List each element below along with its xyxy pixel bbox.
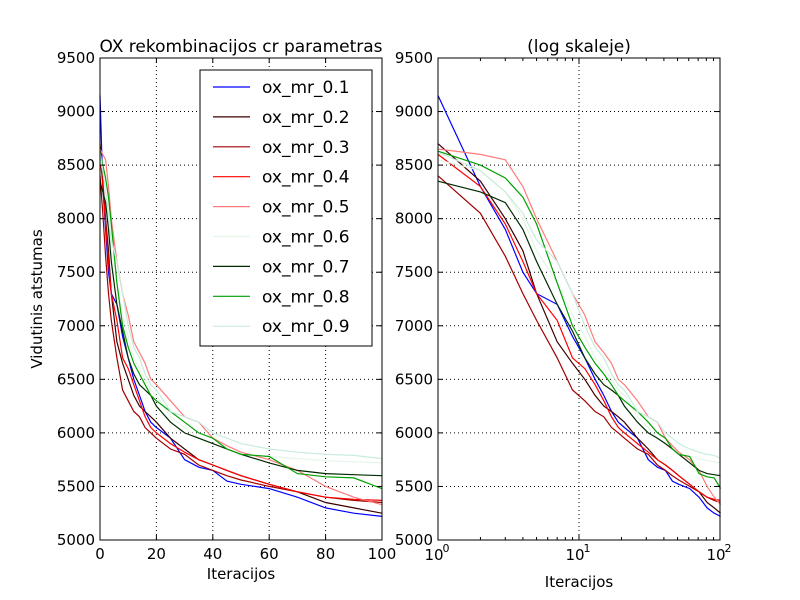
series-line-ox_mr_0.4 [99,154,383,501]
y-tick-label: 9500 [395,49,433,67]
legend-label: ox_mr_0.1 [262,78,350,98]
legend-frame [199,69,373,347]
y-tick-label: 7000 [57,317,95,335]
legend: ox_mr_0.1 ox_mr_0.2 ox_mr_0.3 ox_mr_0.4 ox_m… [199,69,373,347]
x-tick-label: 10 [565,546,584,564]
axes-linear: 5000 5500 6000 6500 7000 7500 8000 8500 9000 9500… [28,37,396,583]
x-tick-label: 10 [424,546,443,564]
series-line-ox_mr_0.9 [99,152,383,460]
y-tick-label: 6000 [57,424,95,442]
axes-linear-series [99,95,383,517]
x-tick-label: 80 [316,545,335,563]
y-tick-label: 9500 [57,49,95,67]
y-tick-label: 5500 [395,477,433,495]
y-tick-label: 5000 [395,531,433,549]
y-tick-label: 7500 [395,263,433,281]
x-tick-label: 40 [203,545,222,563]
axes-linear-title: OX rekombinacijos cr parametras [99,37,382,57]
y-tick-label: 5500 [57,477,95,495]
series-line-ox_mr_0.8 [99,151,383,490]
axes-log: 5000 5500 6000 6500 7000 7500 8000 8500 9000 9500… [395,37,732,591]
legend-label: ox_mr_0.8 [262,287,350,307]
series-line-ox_mr_0.3 [99,175,383,504]
x-tick-exponent: 2 [725,542,732,555]
series-line-ox_mr_0.5 [99,148,383,506]
y-tick-label: 5000 [57,531,95,549]
series-line-log-ox_mr_0.5 [437,148,722,506]
x-tick-label: 20 [147,545,166,563]
series-line-log-ox_mr_0.1 [437,95,721,517]
series-line-ox_mr_0.7 [99,181,383,477]
y-tick-label: 7500 [57,263,95,281]
y-tick-label: 9000 [395,103,433,121]
axes-linear-frame [99,57,383,541]
legend-label: ox_mr_0.3 [262,138,350,158]
x-tick-exponent: 1 [584,542,591,555]
x-tick-exponent: 0 [443,542,450,555]
y-tick-label: 8000 [57,210,95,228]
legend-label: ox_mr_0.7 [262,257,350,277]
axes-linear-ylabel: Vidutinis atstumas [28,229,46,369]
x-tick-label: 100 [368,545,397,563]
y-tick-label: 9000 [57,103,95,121]
legend-label: ox_mr_0.2 [262,108,350,128]
axes-linear-xlabel: Iteracijos [207,565,276,583]
axes-log-xlabel: Iteracijos [545,573,614,591]
y-tick-label: 8500 [395,156,433,174]
legend-label: ox_mr_0.6 [262,228,350,248]
series-line-log-ox_mr_0.9 [437,151,721,460]
legend-label: ox_mr_0.9 [262,317,350,337]
legend-label: ox_mr_0.4 [262,168,350,188]
y-tick-label: 7000 [395,317,433,335]
series-line-log-ox_mr_0.7 [437,180,721,477]
series-line-log-ox_mr_0.6 [437,159,721,464]
series-line-log-ox_mr_0.3 [437,175,721,504]
x-tick-label: 10 [706,546,725,564]
x-tick-label: 0 [95,545,105,563]
series-line-log-ox_mr_0.4 [437,153,721,501]
y-tick-label: 6500 [395,370,433,388]
legend-items: ox_mr_0.1 ox_mr_0.2 ox_mr_0.3 ox_mr_0.4 ox_m… [213,78,350,337]
axes-log-ticks: 5000 5500 6000 6500 7000 7500 8000 8500 9000 9500… [395,49,732,564]
legend-label: ox_mr_0.5 [262,198,350,218]
y-tick-label: 8000 [395,210,433,228]
y-tick-label: 6500 [57,370,95,388]
axes-linear-ticks: 5000 5500 6000 6500 7000 7500 8000 8500 9000 9500… [57,49,397,563]
y-tick-label: 6000 [395,424,433,442]
axes-log-title: (log skaleje) [527,37,631,57]
series-line-ox_mr_0.6 [99,159,383,464]
series-line-log-ox_mr_0.8 [437,150,722,489]
y-tick-label: 8500 [57,156,95,174]
x-tick-label: 60 [260,545,279,563]
axes-log-series [437,95,722,517]
